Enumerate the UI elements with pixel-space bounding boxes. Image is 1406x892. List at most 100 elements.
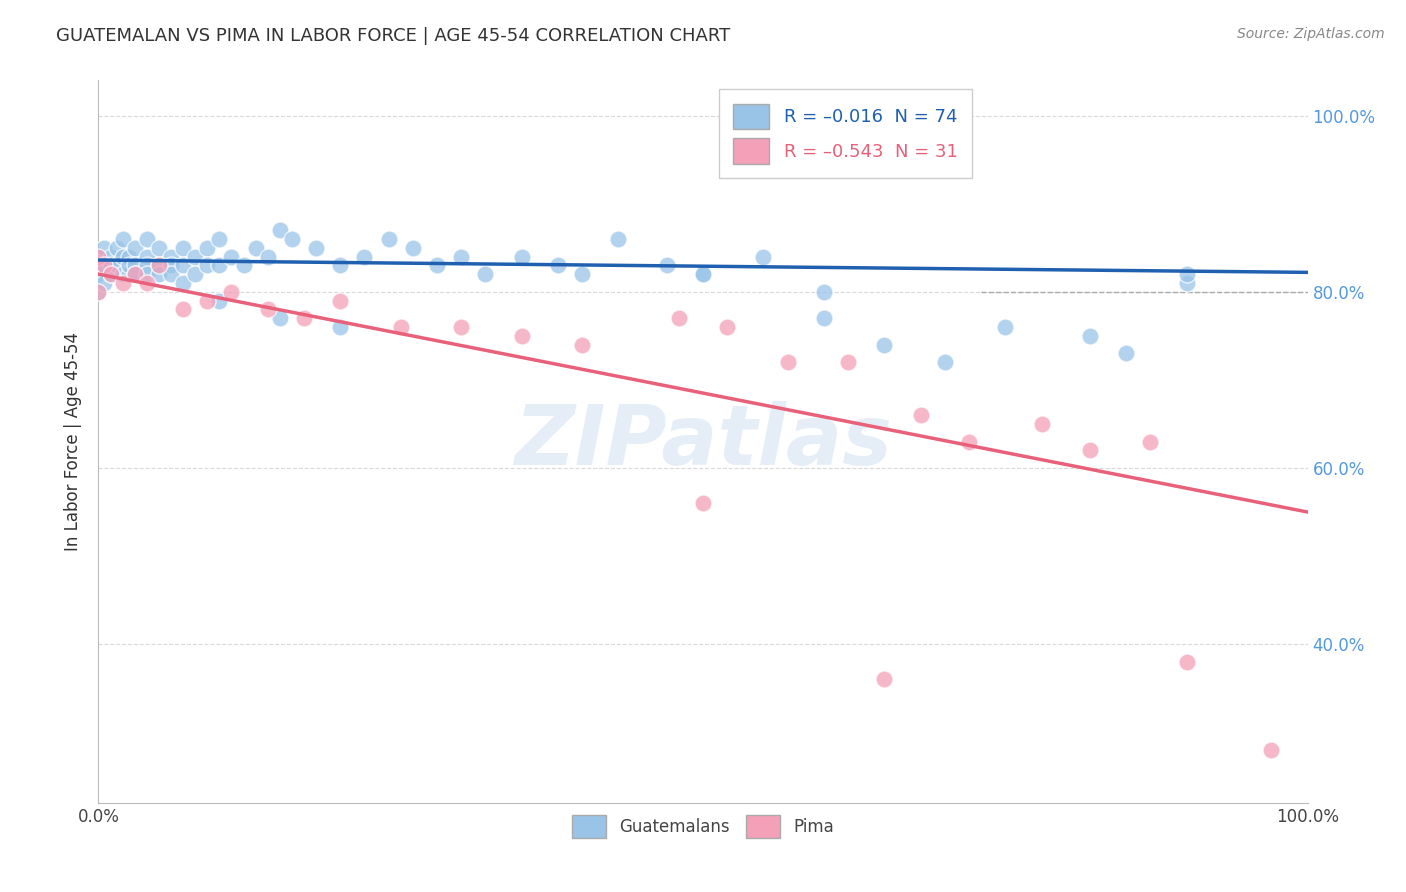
Point	[160, 267, 183, 281]
Point	[111, 232, 134, 246]
Point	[389, 320, 412, 334]
Point	[87, 258, 110, 272]
Point	[256, 250, 278, 264]
Point	[111, 250, 134, 264]
Point	[124, 258, 146, 272]
Point	[232, 258, 254, 272]
Point	[607, 232, 630, 246]
Point	[172, 302, 194, 317]
Point	[450, 320, 472, 334]
Point	[87, 285, 110, 299]
Point	[184, 267, 207, 281]
Point	[111, 267, 134, 281]
Point	[1078, 328, 1101, 343]
Point	[256, 302, 278, 317]
Point	[329, 320, 352, 334]
Text: ZIPatlas: ZIPatlas	[515, 401, 891, 482]
Point	[292, 311, 315, 326]
Legend: Guatemalans, Pima: Guatemalans, Pima	[565, 808, 841, 845]
Point	[100, 267, 122, 281]
Point	[148, 258, 170, 272]
Point	[269, 311, 291, 326]
Point	[402, 241, 425, 255]
Point	[1139, 434, 1161, 449]
Point	[148, 267, 170, 281]
Point	[1175, 276, 1198, 290]
Point	[837, 355, 859, 369]
Point	[87, 267, 110, 281]
Point	[105, 241, 128, 255]
Point	[305, 241, 328, 255]
Point	[329, 293, 352, 308]
Point	[184, 250, 207, 264]
Point	[813, 285, 835, 299]
Point	[93, 241, 115, 255]
Point	[353, 250, 375, 264]
Point	[160, 258, 183, 272]
Point	[135, 250, 157, 264]
Point	[135, 258, 157, 272]
Point	[510, 250, 533, 264]
Point	[135, 232, 157, 246]
Point	[994, 320, 1017, 334]
Point	[124, 267, 146, 281]
Point	[172, 276, 194, 290]
Point	[269, 223, 291, 237]
Point	[172, 258, 194, 272]
Point	[281, 232, 304, 246]
Point	[716, 320, 738, 334]
Point	[1078, 443, 1101, 458]
Point	[100, 267, 122, 281]
Point	[873, 673, 896, 687]
Point	[160, 250, 183, 264]
Point	[135, 267, 157, 281]
Point	[118, 267, 141, 281]
Point	[571, 267, 593, 281]
Point	[93, 258, 115, 272]
Point	[148, 241, 170, 255]
Point	[221, 250, 243, 264]
Point	[692, 267, 714, 281]
Point	[208, 293, 231, 308]
Point	[87, 250, 110, 264]
Point	[208, 232, 231, 246]
Point	[111, 276, 134, 290]
Point	[1260, 743, 1282, 757]
Point	[93, 276, 115, 290]
Point	[873, 337, 896, 351]
Point	[426, 258, 449, 272]
Point	[655, 258, 678, 272]
Point	[1115, 346, 1137, 360]
Point	[124, 241, 146, 255]
Point	[208, 258, 231, 272]
Point	[100, 250, 122, 264]
Point	[776, 355, 799, 369]
Point	[87, 250, 110, 264]
Point	[245, 241, 267, 255]
Point	[813, 311, 835, 326]
Text: Source: ZipAtlas.com: Source: ZipAtlas.com	[1237, 27, 1385, 41]
Point	[1175, 655, 1198, 669]
Point	[124, 267, 146, 281]
Point	[510, 328, 533, 343]
Point	[957, 434, 980, 449]
Point	[195, 293, 218, 308]
Point	[148, 258, 170, 272]
Point	[474, 267, 496, 281]
Point	[692, 267, 714, 281]
Point	[1175, 267, 1198, 281]
Point	[195, 241, 218, 255]
Point	[547, 258, 569, 272]
Point	[195, 258, 218, 272]
Point	[329, 258, 352, 272]
Point	[172, 241, 194, 255]
Point	[100, 258, 122, 272]
Point	[571, 337, 593, 351]
Point	[934, 355, 956, 369]
Point	[87, 285, 110, 299]
Point	[910, 408, 932, 422]
Point	[668, 311, 690, 326]
Point	[118, 250, 141, 264]
Point	[118, 258, 141, 272]
Point	[105, 258, 128, 272]
